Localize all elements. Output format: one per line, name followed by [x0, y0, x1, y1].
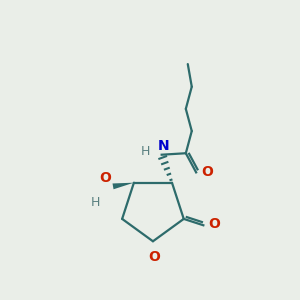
Text: O: O	[100, 171, 112, 185]
Text: H: H	[90, 196, 100, 209]
Text: O: O	[209, 217, 220, 231]
Polygon shape	[112, 183, 134, 189]
Text: O: O	[148, 250, 160, 263]
Text: H: H	[141, 145, 151, 158]
Text: N: N	[157, 139, 169, 153]
Text: O: O	[201, 165, 213, 179]
